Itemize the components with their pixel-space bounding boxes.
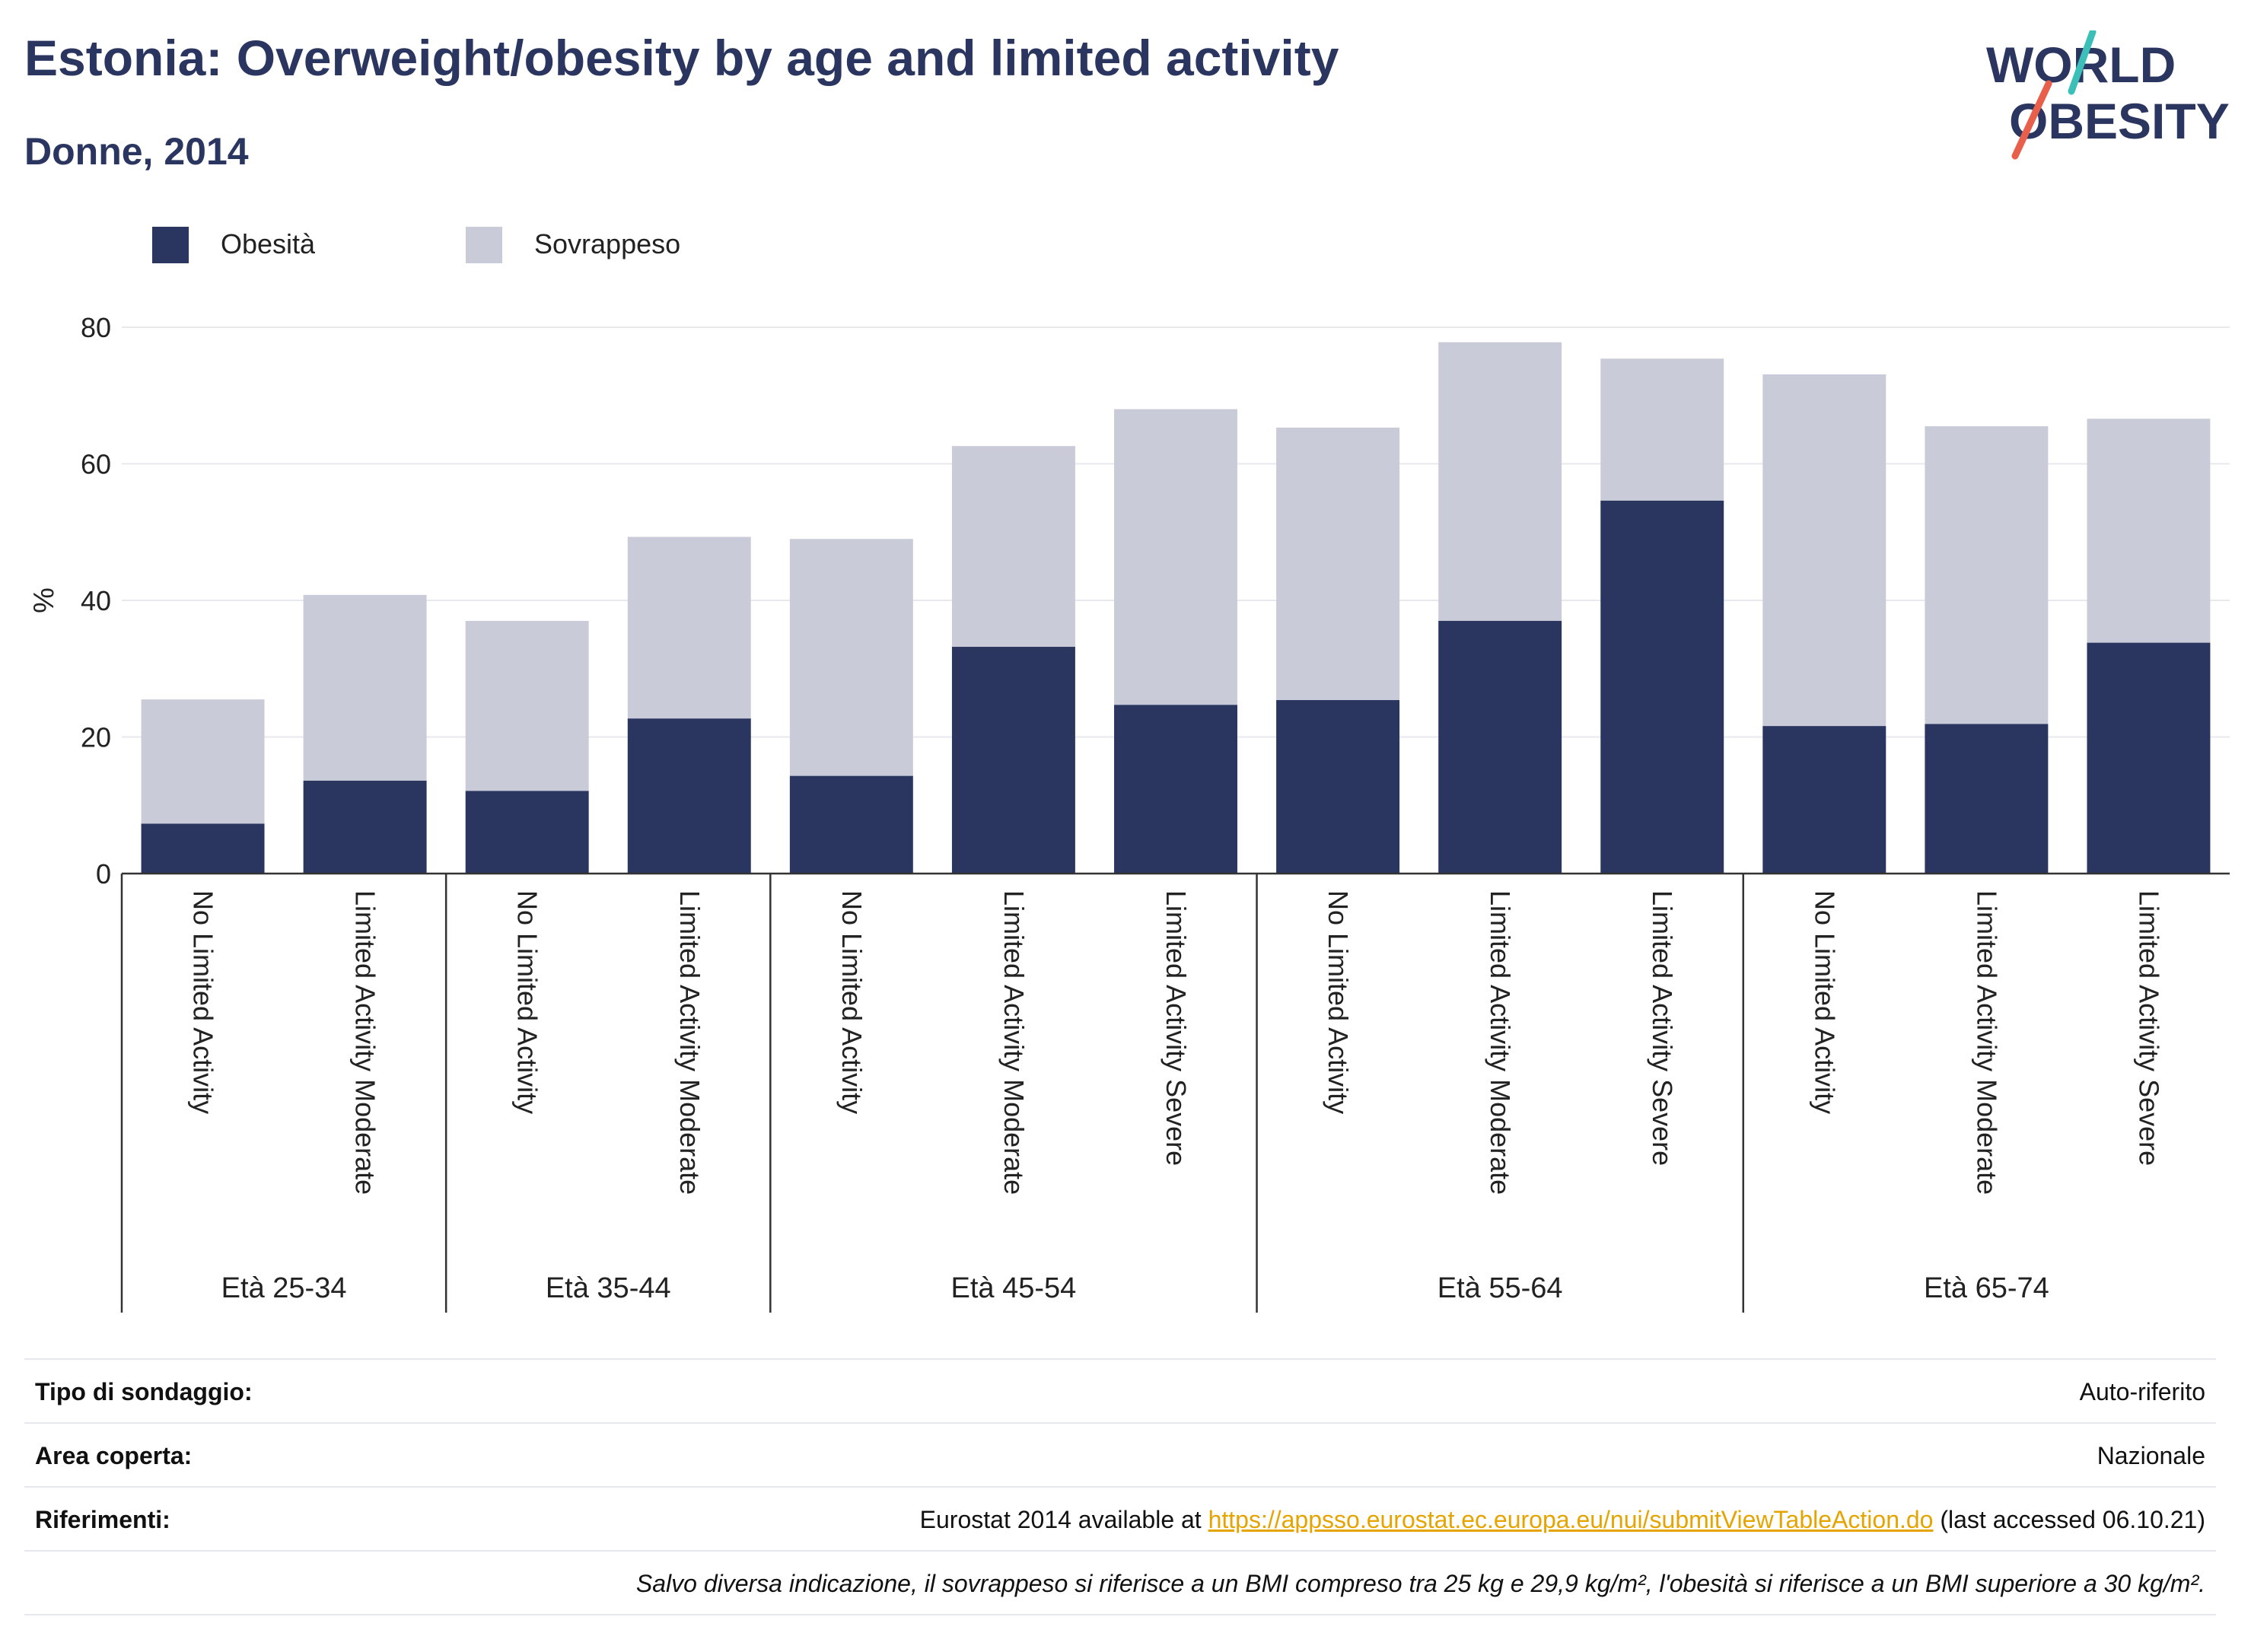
legend-label-obesity: Obesità bbox=[221, 228, 316, 259]
y-tick-label: 0 bbox=[96, 858, 111, 890]
group-label: Età 55-64 bbox=[1438, 1272, 1563, 1304]
footer-table: Tipo di sondaggio: Auto-riferito Area co… bbox=[24, 1358, 2216, 1615]
references-link[interactable]: https://appsso.eurostat.ec.europa.eu/nui… bbox=[1208, 1506, 1934, 1533]
bar-overweight bbox=[141, 699, 265, 824]
category-label: Limited Activity Moderate bbox=[998, 890, 1030, 1195]
category-label: Limited Activity Moderate bbox=[674, 890, 705, 1195]
category-label: No Limited Activity bbox=[512, 890, 543, 1114]
bar-overweight bbox=[1762, 374, 1886, 727]
bar-overweight bbox=[951, 446, 1075, 648]
group-label: Età 35-44 bbox=[546, 1272, 671, 1304]
bar-obesity bbox=[1276, 700, 1400, 874]
footer-row-survey-type: Tipo di sondaggio: Auto-riferito bbox=[24, 1358, 2216, 1422]
group-label: Età 25-34 bbox=[221, 1272, 347, 1304]
bar-obesity bbox=[1762, 726, 1886, 874]
legend-label-overweight: Sovrappeso bbox=[534, 228, 681, 259]
category-label: Limited Activity Moderate bbox=[1971, 890, 2002, 1195]
footer-note: Salvo diversa indicazione, il sovrappeso… bbox=[635, 1570, 2205, 1597]
y-tick-label: 80 bbox=[81, 312, 111, 343]
bar-overweight bbox=[1438, 342, 1562, 621]
bar-obesity bbox=[1438, 620, 1562, 874]
bar-obesity bbox=[303, 780, 427, 874]
bar-obesity bbox=[627, 718, 751, 874]
legend-swatch-obesity bbox=[152, 227, 189, 263]
category-label: Limited Activity Moderate bbox=[1485, 890, 1516, 1195]
bar-overweight bbox=[1276, 427, 1400, 701]
y-tick-label: 60 bbox=[81, 449, 111, 480]
footer-row-note: Salvo diversa indicazione, il sovrappeso… bbox=[24, 1550, 2216, 1615]
logo-slash-teal bbox=[2068, 30, 2097, 95]
bar-overweight bbox=[1600, 358, 1724, 501]
bar-overweight bbox=[627, 536, 751, 719]
bar-overweight bbox=[1114, 409, 1237, 705]
bar-obesity bbox=[1600, 500, 1724, 874]
footer-row-area: Area coperta: Nazionale bbox=[24, 1422, 2216, 1486]
bar-overweight bbox=[1925, 426, 2049, 724]
survey-type-value: Auto-riferito bbox=[2079, 1378, 2205, 1405]
group-label: Età 65-74 bbox=[1924, 1272, 2049, 1304]
category-label: No Limited Activity bbox=[188, 890, 219, 1114]
bar-overweight bbox=[789, 539, 913, 776]
world-obesity-logo: WORLD OBESITY bbox=[1986, 30, 2230, 160]
category-label: Limited Activity Severe bbox=[1161, 890, 1192, 1166]
y-tick-label: 40 bbox=[81, 585, 111, 616]
survey-type-label: Tipo di sondaggio: bbox=[35, 1378, 253, 1405]
bar-obesity bbox=[951, 647, 1075, 874]
category-label: Limited Activity Severe bbox=[2133, 890, 2164, 1166]
legend-swatch-overweight bbox=[466, 227, 502, 263]
y-axis-label: % bbox=[28, 587, 60, 613]
stacked-bar-chart: 0 20 40 60 80% No Limited Activity Limited Act… bbox=[28, 312, 2230, 1313]
footer-row-references: Riferimenti: Eurostat 2014 available at … bbox=[24, 1486, 2216, 1550]
bar-overweight bbox=[465, 620, 589, 791]
category-label: Limited Activity Moderate bbox=[350, 890, 381, 1195]
bar-obesity bbox=[789, 775, 913, 874]
chart-title: Estonia: Overweight/obesity by age and l… bbox=[24, 30, 1339, 86]
logo-slash-coral bbox=[2011, 80, 2052, 160]
category-label: No Limited Activity bbox=[1809, 890, 1840, 1114]
bar-obesity bbox=[141, 823, 265, 874]
bar-overweight bbox=[303, 594, 427, 781]
references-suffix: (last accessed 06.10.21) bbox=[1933, 1506, 2205, 1533]
bar-obesity bbox=[465, 791, 589, 874]
bar-obesity bbox=[2087, 642, 2211, 874]
group-label: Età 45-54 bbox=[951, 1272, 1077, 1304]
references-value: Eurostat 2014 available at https://appss… bbox=[920, 1506, 2205, 1534]
area-value: Nazionale bbox=[2097, 1442, 2205, 1469]
category-label: Limited Activity Severe bbox=[1647, 890, 1678, 1166]
bar-obesity bbox=[1114, 705, 1237, 874]
area-label: Area coperta: bbox=[35, 1442, 193, 1469]
category-label: No Limited Activity bbox=[836, 890, 868, 1114]
category-label: No Limited Activity bbox=[1323, 890, 1354, 1114]
bar-overweight bbox=[2087, 419, 2211, 643]
references-prefix: Eurostat 2014 available at bbox=[919, 1506, 1208, 1533]
bar-obesity bbox=[1925, 724, 2049, 874]
logo-word-obesity: OBESITY bbox=[2009, 93, 2230, 149]
y-tick-label: 20 bbox=[81, 722, 111, 753]
chart-subtitle: Donne, 2014 bbox=[24, 130, 249, 173]
references-label: Riferimenti: bbox=[35, 1506, 170, 1533]
